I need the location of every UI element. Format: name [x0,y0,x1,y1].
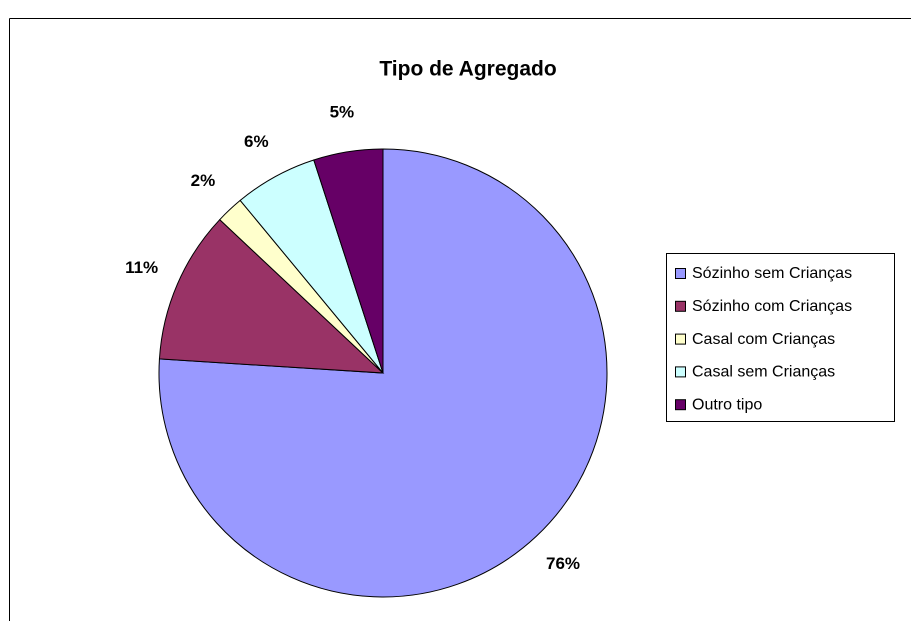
legend-swatch [675,399,686,411]
legend-swatch [675,333,686,345]
legend [666,253,895,422]
data-label: 5% [330,103,355,122]
legend-label: Casal com Crianças [692,331,835,348]
legend-label: Outro tipo [692,396,762,413]
legend-label: Sózinho com Crianças [692,298,852,315]
data-label: 76% [546,554,580,573]
data-label: 11% [125,258,158,277]
data-label: 2% [191,171,216,190]
legend-swatch [675,268,686,279]
legend-swatch [675,366,686,378]
pie-slice [158,218,385,374]
pie-slice [158,148,608,598]
legend-label: Sózinho sem Crianças [692,265,852,282]
legend-swatch [675,300,686,312]
data-label: 6% [244,132,269,151]
legend-label: Casal sem Crianças [692,364,835,381]
pie-slice [313,148,384,374]
chart-title: Tipo de Agregado [379,58,556,81]
